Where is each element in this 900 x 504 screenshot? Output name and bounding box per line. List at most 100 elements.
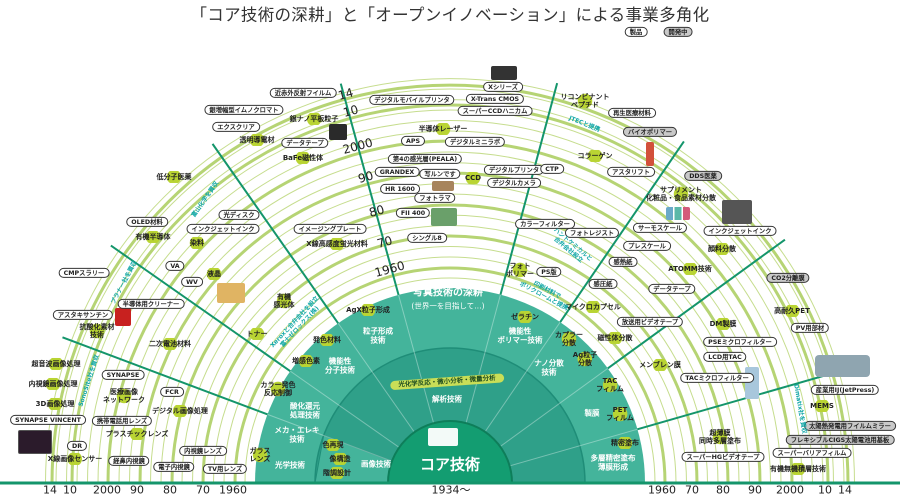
product-label: SYNAPSE VINCENT: [10, 414, 86, 426]
tech-label: 有機無機積層技術: [769, 462, 827, 476]
timeline-ring: [118, 151, 782, 484]
tech-label: 発色材料: [312, 333, 342, 347]
year-label: 14: [43, 483, 57, 497]
inner-divider: [398, 294, 435, 426]
year-label: 10: [63, 483, 77, 497]
inner-divider: [289, 370, 402, 449]
product-label: DR: [66, 440, 88, 452]
product-label: OLED材料: [126, 216, 168, 228]
product-label: FCR: [160, 386, 184, 398]
tech-label: トナー: [245, 327, 269, 341]
product-label: 内視鏡レンズ: [179, 445, 227, 457]
cosmetic-bottle-image: [646, 142, 654, 166]
product-label: 光ディスク: [218, 209, 260, 221]
sector-divider: [110, 244, 293, 374]
base-tech: 機能性 ポリマー技術: [497, 326, 543, 344]
core-tech-label: コア技術: [419, 455, 481, 474]
base-tech: 多層精密塗布 薄膜形成: [590, 453, 636, 471]
tech-label: 顔料分散: [707, 242, 737, 256]
tech-label: フォト ポリマー: [505, 259, 535, 281]
year-label: 14: [838, 483, 852, 497]
developing-label: CO2分離膜: [766, 272, 810, 284]
timeline-ring: [45, 78, 855, 484]
diagram-title: 「コア技術の深耕」と「オープンイノベーション」による事業多角化: [190, 5, 710, 25]
tech-label: 抗酸化素材 技術: [78, 320, 116, 342]
tech-label: プラスチックレンズ: [104, 427, 170, 441]
product-label: PS版: [536, 266, 562, 278]
tech-label: Ag粒子 分散: [571, 348, 599, 370]
tech-label: MEMS: [809, 399, 835, 413]
product-label: フォトレジスト: [564, 227, 620, 239]
inner-divider: [498, 367, 609, 449]
tech-label: 磁性体分散: [596, 331, 634, 345]
photo-tech-title: 写真技術の深耕: [413, 287, 483, 299]
tech-label: 超薄膜 同時多層塗布: [698, 426, 742, 448]
product-label: 感圧紙: [588, 278, 618, 290]
product-label: データテープ: [281, 137, 329, 149]
timeline-ring: [223, 256, 677, 484]
product-label: プレスケール: [623, 240, 671, 252]
tech-label: 色再現: [321, 438, 345, 452]
product-label: CMPスラリー: [58, 267, 110, 279]
data-tape-image: [329, 124, 347, 140]
product-label: CTP: [540, 163, 564, 175]
camera-image: [491, 66, 517, 80]
product-label: アスタリフト: [607, 166, 655, 178]
film-box-image: [432, 181, 454, 191]
sector-divider: [558, 140, 685, 325]
developing-label: DDS医薬: [684, 170, 722, 182]
legend-developing: 開発中: [663, 26, 693, 38]
tech-label: 超音波画像処理: [30, 357, 82, 371]
product-label: LCD用TAC: [703, 351, 747, 363]
year-label: 70: [196, 483, 210, 497]
tech-label: 内視鏡画像処理: [27, 377, 79, 391]
product-label: シングル8: [407, 232, 447, 244]
product-label: FII 400: [395, 207, 431, 219]
timeline-ring: [55, 88, 845, 484]
base-tech: ナノ分散 技術: [534, 358, 564, 376]
year-label: 2000: [776, 483, 804, 497]
inner-divider: [337, 322, 416, 435]
product-label: SYNAPSE: [101, 369, 145, 381]
tech-label: DM製膜: [708, 317, 738, 331]
base-tech: 光学技術: [275, 460, 305, 470]
tech-label: ガラス レンズ: [248, 444, 272, 466]
base-tech: 画像技術: [361, 459, 391, 469]
product-label: 電子内視鏡: [153, 461, 195, 473]
developing-label: バイオポリマー: [622, 126, 678, 138]
product-label: HR 1600: [380, 183, 420, 195]
tech-label: サプリメント 化粧品・食品素材分散: [645, 183, 717, 205]
analysis-tech: 解析技術: [432, 394, 462, 404]
tech-label: 有機 感光体: [272, 290, 296, 312]
base-tech: 製膜: [584, 408, 600, 418]
product-label: フォトラマ: [414, 192, 456, 204]
product-label: デジタルプリンタ: [483, 164, 545, 176]
tech-label: 二次電池材料: [148, 337, 192, 351]
product-label: Xシリーズ: [483, 81, 523, 93]
tech-label: メンブレン膜: [638, 358, 682, 372]
product-label: APS: [400, 135, 426, 147]
inner-divider: [465, 294, 501, 426]
tech-label: 3D画像処理: [34, 397, 76, 411]
product-label: カラーフィルター: [515, 218, 575, 230]
year-label: 1960: [219, 483, 247, 497]
developing-label: 太陽熱発電用フイルムミラー: [804, 420, 896, 432]
sector-divider: [211, 143, 341, 326]
legend-product: 製品: [624, 26, 648, 38]
year-label: 90: [748, 483, 762, 497]
product-label: 携帯電話用レンズ: [91, 415, 153, 427]
product-label: TACミクロフィルター: [680, 372, 754, 384]
product-label: PSEミクロフィルター: [703, 336, 777, 348]
year-label: 2000: [93, 483, 121, 497]
analysis-tech-band: [314, 347, 586, 484]
supplement-jar-image: [115, 308, 131, 326]
product-label: デジタルミニラボ: [444, 136, 506, 148]
tech-label: 液晶: [206, 267, 222, 281]
tech-label: BaFe磁性体: [281, 151, 325, 165]
film-roll-image: [745, 367, 759, 399]
product-label: サーモスケール: [632, 222, 688, 234]
monitor-image: [18, 430, 52, 454]
timeline-ring: [213, 246, 687, 484]
product-label: 銀増幅型イムノクロマト: [204, 104, 284, 116]
year-label: 80: [716, 483, 730, 497]
